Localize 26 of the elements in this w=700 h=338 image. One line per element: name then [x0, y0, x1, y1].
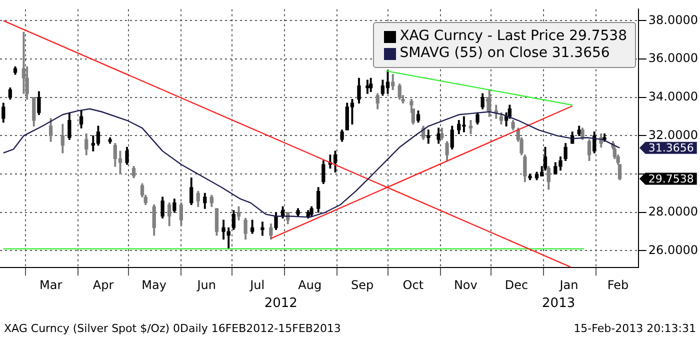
- text: 2012: [264, 296, 298, 311]
- y-tick-label: 36.0000: [648, 51, 698, 66]
- x-tick-label: Jan: [558, 278, 578, 292]
- y-tick-label: 32.0000: [648, 128, 698, 142]
- x-tick-label: Apr: [92, 278, 114, 292]
- y-tick-label: 34.0000: [648, 90, 698, 104]
- x-tick-label: Oct: [402, 278, 424, 292]
- y-tick-label: 26.0000: [648, 242, 698, 257]
- x-tick-label: Dec: [504, 278, 528, 292]
- y-tick-label: 28.0000: [648, 204, 698, 219]
- text: 2013: [542, 296, 576, 311]
- text: 15-Feb-2013 20:13:31: [574, 322, 696, 335]
- x-tick-label: Aug: [298, 278, 322, 292]
- text: XAG Curncy (Silver Spot $/Oz) 0Daily 16FEB2012-15FEB2013: [4, 322, 341, 335]
- y-tick-label: 38.0000: [648, 12, 698, 27]
- x-tick-label: Nov: [454, 278, 478, 292]
- text: 29.7538: [648, 172, 694, 186]
- text: 31.3656: [648, 142, 694, 155]
- x-tick-label: Feb: [607, 278, 629, 292]
- x-tick-label: Mar: [39, 278, 62, 292]
- x-tick-label: Jun: [196, 278, 216, 292]
- legend-label: SMAVG (55) on Close 31.3656: [400, 45, 610, 62]
- x-tick-label: May: [142, 278, 166, 292]
- legend-label: XAG Curncy - Last Price 29.7538: [400, 28, 627, 45]
- x-tick-label: Jul: [249, 278, 265, 292]
- x-tick-label: Sep: [351, 278, 374, 292]
